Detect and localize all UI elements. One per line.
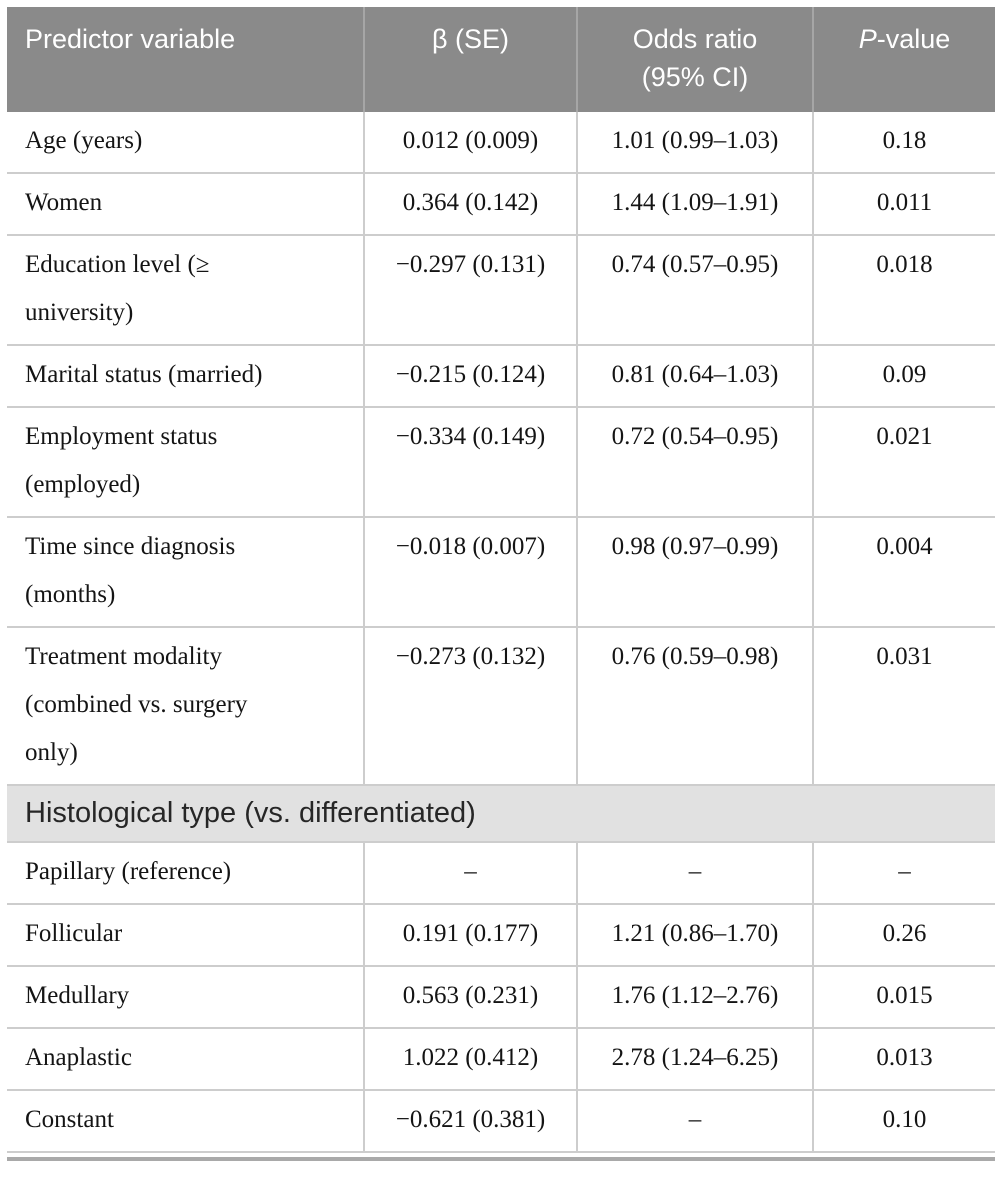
cell-predictor: Anaplastic — [7, 1028, 365, 1091]
table-row: Time since diagnosis (months) −0.018 (0.… — [7, 517, 995, 628]
col-header-predictor: Predictor variable — [7, 7, 365, 112]
section-header-label: Histological type (vs. differentiated) — [7, 785, 995, 843]
cell-beta-se: 1.022 (0.412) — [364, 1028, 578, 1091]
cell-p-value: 0.10 — [813, 1090, 995, 1153]
cell-beta-se: −0.297 (0.131) — [364, 235, 578, 346]
cell-p-value: 0.021 — [813, 407, 995, 518]
cell-beta-se: −0.273 (0.132) — [364, 627, 578, 786]
cell-p-value: 0.09 — [813, 345, 995, 408]
cell-p-value: 0.004 — [813, 517, 995, 628]
cell-odds-ci: 1.76 (1.12–2.76) — [577, 966, 814, 1029]
table-row: Treatment modality (combined vs. surgery… — [7, 627, 995, 786]
table-row: Age (years) 0.012 (0.009) 1.01 (0.99–1.0… — [7, 112, 995, 174]
cell-odds-ci: 0.81 (0.64–1.03) — [577, 345, 814, 408]
table-header: Predictor variable β (SE) Odds ratio (95… — [7, 7, 995, 112]
table-row: Employment status (employed) −0.334 (0.1… — [7, 407, 995, 518]
section-header-row: Histological type (vs. differentiated) — [7, 785, 995, 843]
p-value-suffix: -value — [876, 24, 951, 54]
cell-odds-ci: 0.72 (0.54–0.95) — [577, 407, 814, 518]
table-row: Follicular 0.191 (0.177) 1.21 (0.86–1.70… — [7, 904, 995, 967]
cell-beta-se: −0.621 (0.381) — [364, 1090, 578, 1153]
col-header-beta-se: β (SE) — [364, 7, 578, 112]
cell-predictor: Constant — [7, 1090, 365, 1153]
regression-table-wrapper: Predictor variable β (SE) Odds ratio (95… — [7, 7, 995, 1161]
cell-predictor: Treatment modality (combined vs. surgery… — [7, 627, 365, 786]
cell-p-value: 0.18 — [813, 112, 995, 174]
cell-predictor: Marital status (married) — [7, 345, 365, 408]
table-row: Women 0.364 (0.142) 1.44 (1.09–1.91) 0.0… — [7, 173, 995, 236]
cell-p-value: – — [813, 842, 995, 905]
cell-odds-ci: 0.76 (0.59–0.98) — [577, 627, 814, 786]
cell-predictor: Time since diagnosis (months) — [7, 517, 365, 628]
cell-predictor: Education level (≥ university) — [7, 235, 365, 346]
col-header-p-value: P-value — [813, 7, 995, 112]
cell-beta-se: 0.364 (0.142) — [364, 173, 578, 236]
cell-predictor: Women — [7, 173, 365, 236]
cell-beta-se: 0.191 (0.177) — [364, 904, 578, 967]
cell-beta-se: 0.563 (0.231) — [364, 966, 578, 1029]
cell-p-value: 0.031 — [813, 627, 995, 786]
cell-p-value: 0.013 — [813, 1028, 995, 1091]
header-row: Predictor variable β (SE) Odds ratio (95… — [7, 7, 995, 112]
regression-table: Predictor variable β (SE) Odds ratio (95… — [7, 7, 995, 1153]
table-row: Marital status (married) −0.215 (0.124) … — [7, 345, 995, 408]
cell-p-value: 0.015 — [813, 966, 995, 1029]
cell-odds-ci: 1.01 (0.99–1.03) — [577, 112, 814, 174]
cell-odds-ci: 0.98 (0.97–0.99) — [577, 517, 814, 628]
cell-p-value: 0.011 — [813, 173, 995, 236]
table-body: Age (years) 0.012 (0.009) 1.01 (0.99–1.0… — [7, 112, 995, 1153]
cell-beta-se: −0.018 (0.007) — [364, 517, 578, 628]
cell-predictor: Medullary — [7, 966, 365, 1029]
cell-beta-se: 0.012 (0.009) — [364, 112, 578, 174]
cell-p-value: 0.26 — [813, 904, 995, 967]
p-value-italic-p: P — [858, 24, 877, 54]
table-row: Constant −0.621 (0.381) – 0.10 — [7, 1090, 995, 1153]
table-row: Medullary 0.563 (0.231) 1.76 (1.12–2.76)… — [7, 966, 995, 1029]
col-header-odds-ratio: Odds ratio (95% CI) — [577, 7, 814, 112]
table-row: Anaplastic 1.022 (0.412) 2.78 (1.24–6.25… — [7, 1028, 995, 1091]
cell-beta-se: – — [364, 842, 578, 905]
cell-odds-ci: – — [577, 842, 814, 905]
cell-beta-se: −0.215 (0.124) — [364, 345, 578, 408]
cell-predictor: Follicular — [7, 904, 365, 967]
cell-odds-ci: – — [577, 1090, 814, 1153]
cell-odds-ci: 2.78 (1.24–6.25) — [577, 1028, 814, 1091]
cell-odds-ci: 1.44 (1.09–1.91) — [577, 173, 814, 236]
table-row: Papillary (reference) – – – — [7, 842, 995, 905]
cell-predictor: Employment status (employed) — [7, 407, 365, 518]
cell-predictor: Papillary (reference) — [7, 842, 365, 905]
cell-predictor: Age (years) — [7, 112, 365, 174]
cell-beta-se: −0.334 (0.149) — [364, 407, 578, 518]
cell-odds-ci: 1.21 (0.86–1.70) — [577, 904, 814, 967]
cell-p-value: 0.018 — [813, 235, 995, 346]
table-row: Education level (≥ university) −0.297 (0… — [7, 235, 995, 346]
cell-odds-ci: 0.74 (0.57–0.95) — [577, 235, 814, 346]
